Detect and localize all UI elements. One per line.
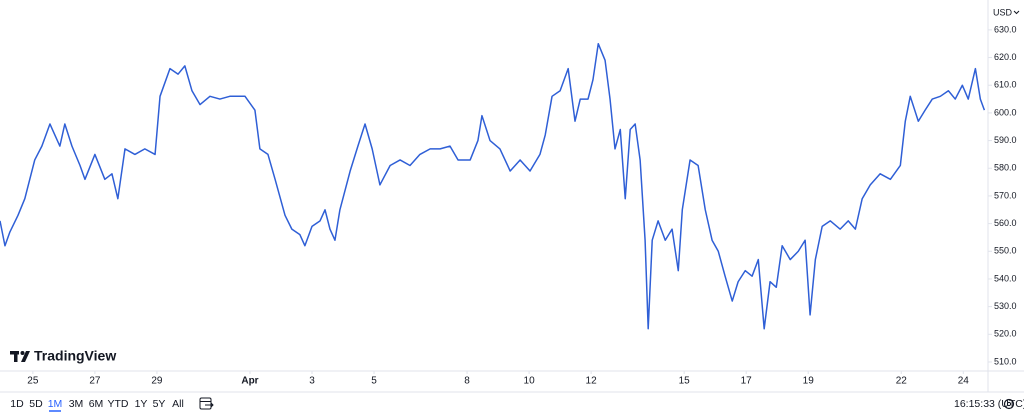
- currency-label[interactable]: USD: [993, 7, 1013, 17]
- range-button[interactable]: 1M: [48, 398, 63, 410]
- x-tick-label: 17: [741, 376, 753, 387]
- x-tick-label: 12: [586, 376, 598, 387]
- currency-dropdown-icon[interactable]: [1013, 10, 1020, 15]
- y-tick-label: 550.0: [994, 246, 1017, 256]
- range-button[interactable]: 6M: [89, 398, 104, 410]
- price-line: [0, 42, 986, 330]
- logo-text: TradingView: [34, 348, 116, 364]
- logo-icon: [20, 351, 25, 355]
- range-button[interactable]: YTD: [108, 398, 129, 410]
- logo-icon: [21, 351, 30, 362]
- settings-button[interactable]: [1003, 398, 1015, 410]
- x-tick-label: 24: [958, 376, 970, 387]
- y-tick-label: 630.0: [994, 24, 1017, 34]
- x-tick-label: 15: [679, 376, 691, 387]
- gear-icon[interactable]: [1003, 398, 1015, 410]
- y-tick-label: 560.0: [994, 218, 1017, 228]
- x-tick-label: Apr: [241, 376, 258, 387]
- y-tick-label: 600.0: [994, 107, 1017, 117]
- y-tick-label: 610.0: [994, 80, 1017, 90]
- calendar-icon[interactable]: [205, 402, 214, 408]
- y-tick-label: 540.0: [994, 273, 1017, 283]
- x-tick-label: 5: [371, 376, 377, 387]
- gear-icon[interactable]: [1006, 401, 1012, 407]
- x-tick-label: 19: [803, 376, 815, 387]
- range-button[interactable]: 3M: [69, 398, 84, 410]
- range-button[interactable]: 1D: [10, 398, 24, 410]
- toolbar: 1D 5D 1M 3M 6M YTD 1Y 5Y All: [10, 398, 184, 412]
- y-tick-label: 580.0: [994, 163, 1017, 173]
- x-tick-label: 29: [151, 376, 163, 387]
- logo: TradingView: [10, 348, 116, 364]
- range-button[interactable]: 5D: [29, 398, 43, 410]
- y-tick-label: 570.0: [994, 190, 1017, 200]
- range-button[interactable]: 1Y: [135, 398, 148, 410]
- x-tick-label: 3: [309, 376, 315, 387]
- x-tick-label: 8: [464, 376, 470, 387]
- y-tick-label: 520.0: [994, 329, 1017, 339]
- y-tick-label: 510.0: [994, 356, 1017, 366]
- x-tick-label: 27: [89, 376, 101, 387]
- y-tick-label: 620.0: [994, 52, 1017, 62]
- y-tick-label: 530.0: [994, 301, 1017, 311]
- range-button[interactable]: 5Y: [153, 398, 166, 410]
- range-button[interactable]: All: [172, 398, 184, 410]
- clock: 16:15:33 (UTC): [954, 398, 1024, 410]
- x-tick-label: 25: [27, 376, 39, 387]
- plot-area: [0, 42, 986, 330]
- date-range-button[interactable]: [199, 397, 214, 410]
- y-tick-label: 590.0: [994, 135, 1017, 145]
- x-tick-label: 10: [524, 376, 536, 387]
- x-tick-label: 22: [896, 376, 908, 387]
- logo-icon: [14, 351, 18, 362]
